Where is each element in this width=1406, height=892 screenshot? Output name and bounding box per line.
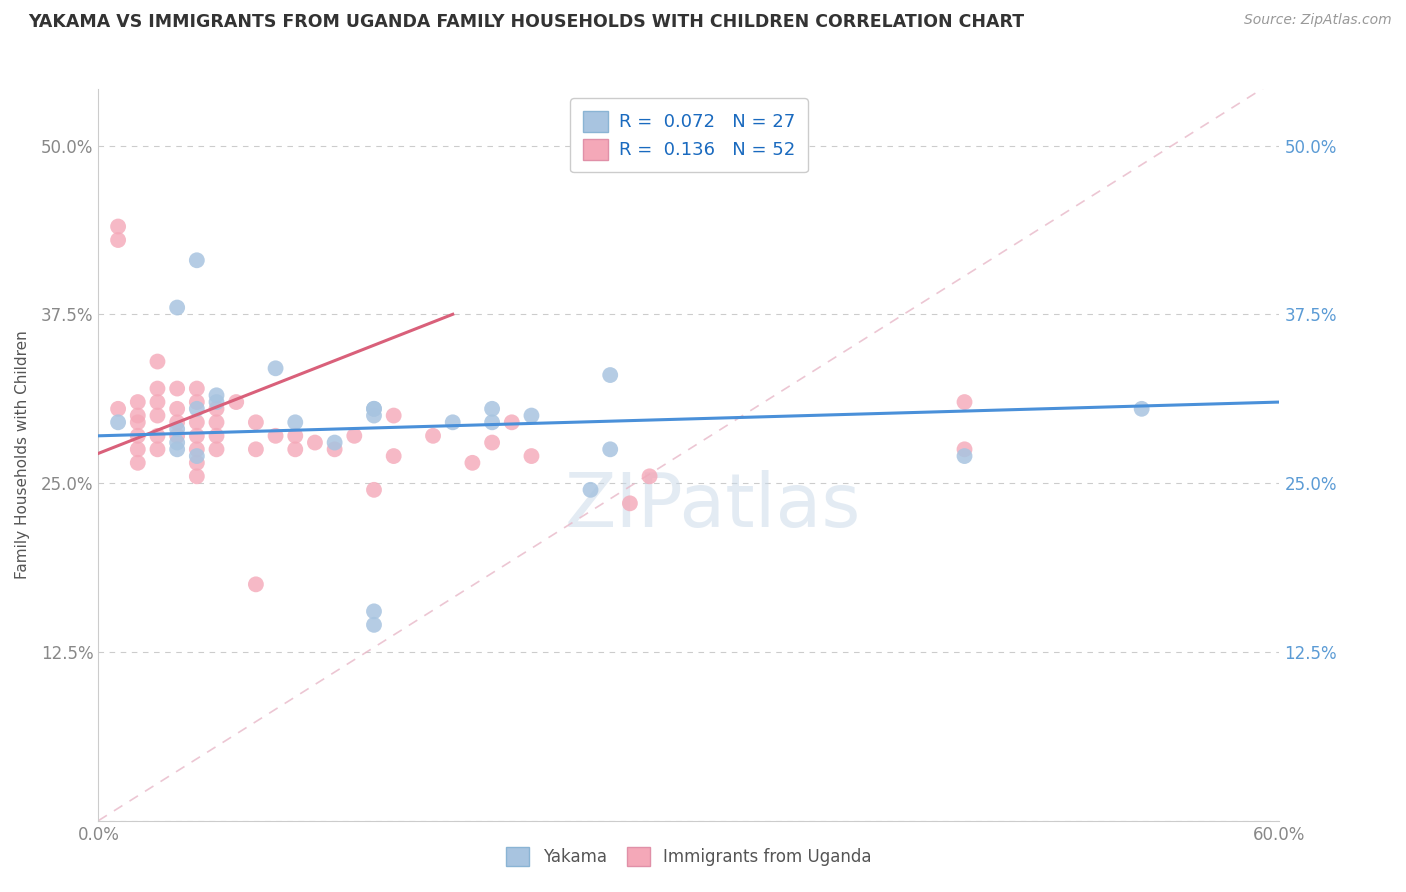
Point — [481, 415, 503, 429]
Point — [166, 442, 188, 457]
Point — [245, 442, 267, 457]
Point — [284, 442, 307, 457]
Point — [323, 435, 346, 450]
Point — [363, 409, 385, 423]
Point — [225, 395, 247, 409]
Point — [127, 415, 149, 429]
Point — [107, 415, 129, 429]
Point — [264, 429, 287, 443]
Point — [107, 401, 129, 416]
Point — [520, 449, 543, 463]
Point — [186, 442, 208, 457]
Point — [382, 449, 405, 463]
Point — [363, 604, 385, 618]
Point — [186, 415, 208, 429]
Text: YAKAMA VS IMMIGRANTS FROM UGANDA FAMILY HOUSEHOLDS WITH CHILDREN CORRELATION CHA: YAKAMA VS IMMIGRANTS FROM UGANDA FAMILY … — [28, 13, 1024, 31]
Point — [146, 429, 169, 443]
Point — [107, 219, 129, 234]
Point — [205, 429, 228, 443]
Point — [107, 233, 129, 247]
Point — [127, 409, 149, 423]
Point — [363, 618, 385, 632]
Point — [146, 442, 169, 457]
Point — [599, 442, 621, 457]
Text: Source: ZipAtlas.com: Source: ZipAtlas.com — [1244, 13, 1392, 28]
Point — [363, 483, 385, 497]
Point — [245, 577, 267, 591]
Point — [146, 382, 169, 396]
Point — [245, 415, 267, 429]
Point — [501, 415, 523, 429]
Point — [166, 415, 188, 429]
Point — [343, 429, 366, 443]
Point — [166, 422, 188, 436]
Point — [166, 301, 188, 315]
Point — [1130, 401, 1153, 416]
Point — [422, 429, 444, 443]
Point — [363, 401, 385, 416]
Point — [619, 496, 641, 510]
Point — [166, 401, 188, 416]
Point — [186, 456, 208, 470]
Point — [205, 415, 228, 429]
Point — [166, 382, 188, 396]
Point — [205, 388, 228, 402]
Point — [304, 435, 326, 450]
Point — [186, 382, 208, 396]
Point — [186, 449, 208, 463]
Point — [205, 442, 228, 457]
Point — [127, 395, 149, 409]
Point — [127, 442, 149, 457]
Point — [481, 435, 503, 450]
Point — [461, 456, 484, 470]
Point — [441, 415, 464, 429]
Point — [284, 429, 307, 443]
Point — [127, 429, 149, 443]
Text: ZIPatlas: ZIPatlas — [564, 469, 860, 542]
Point — [953, 449, 976, 463]
Point — [186, 395, 208, 409]
Point — [186, 429, 208, 443]
Y-axis label: Family Households with Children: Family Households with Children — [15, 331, 30, 579]
Point — [166, 429, 188, 443]
Point — [363, 401, 385, 416]
Point — [146, 409, 169, 423]
Point — [382, 409, 405, 423]
Point — [323, 442, 346, 457]
Point — [953, 442, 976, 457]
Point — [520, 409, 543, 423]
Point — [264, 361, 287, 376]
Point — [579, 483, 602, 497]
Point — [599, 368, 621, 382]
Point — [284, 415, 307, 429]
Point — [186, 401, 208, 416]
Point — [481, 401, 503, 416]
Point — [953, 395, 976, 409]
Point — [146, 395, 169, 409]
Point — [186, 253, 208, 268]
Point — [166, 435, 188, 450]
Point — [146, 354, 169, 368]
Point — [638, 469, 661, 483]
Point — [186, 469, 208, 483]
Point — [127, 456, 149, 470]
Point — [205, 395, 228, 409]
Legend: Yakama, Immigrants from Uganda: Yakama, Immigrants from Uganda — [498, 838, 880, 874]
Point — [205, 401, 228, 416]
